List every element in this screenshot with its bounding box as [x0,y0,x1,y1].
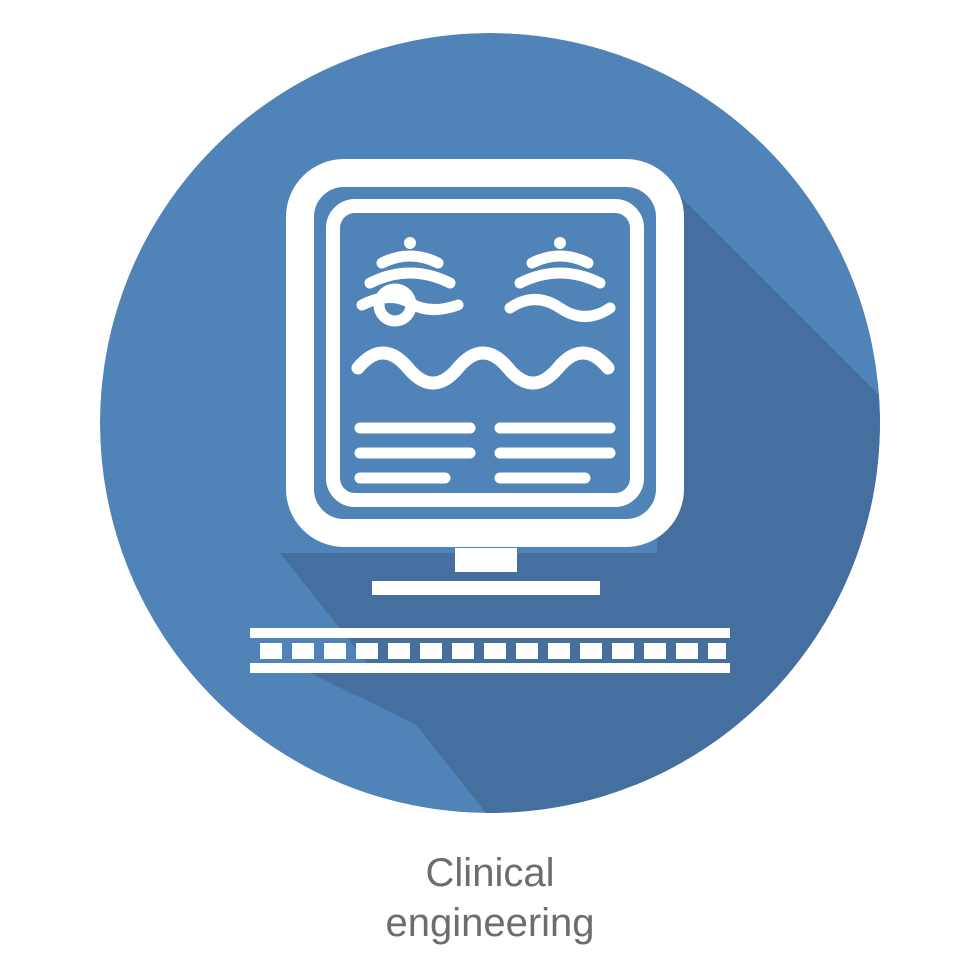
caption-line-2: engineering [385,898,594,948]
clinical-engineering-icon: Clinical engineering [100,33,880,948]
keys [260,643,726,659]
icon-caption: Clinical engineering [385,848,594,948]
monitor-neck [455,548,517,572]
monitor-base [372,581,600,595]
icon-svg [100,33,880,813]
icon-circle [100,33,880,813]
caption-line-1: Clinical [385,848,594,898]
